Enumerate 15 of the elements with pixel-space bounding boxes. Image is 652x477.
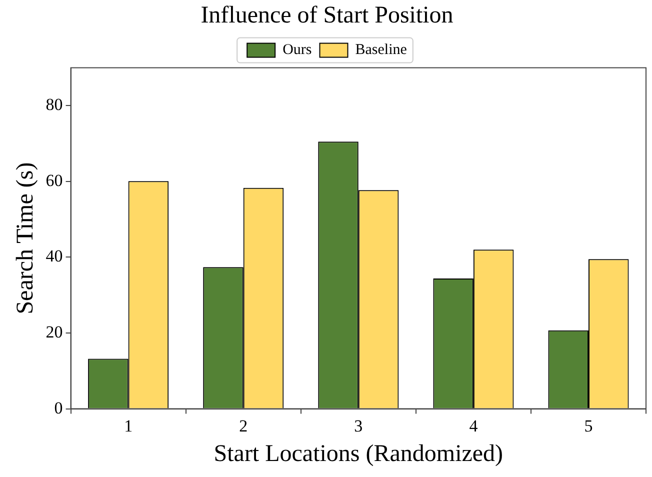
x-tick-label: 5 [584,416,593,436]
x-axis-title: Start Locations (Randomized) [214,440,504,467]
y-tick-label: 40 [46,246,63,266]
x-tick-label: 4 [469,416,478,436]
chart-title: Influence of Start Position [200,2,454,29]
y-axis-title: Search Time (s) [12,162,39,314]
legend-label: Ours [282,42,312,58]
x-tick-label: 3 [354,416,363,436]
y-tick-label: 20 [46,322,63,342]
y-tick-label: 60 [46,170,63,190]
x-tick-label: 1 [124,416,133,436]
legend-label: Baseline [355,42,408,58]
y-tick-label: 80 [46,95,63,114]
x-tick-label: 2 [239,416,248,436]
y-tick-label: 0 [54,398,63,418]
